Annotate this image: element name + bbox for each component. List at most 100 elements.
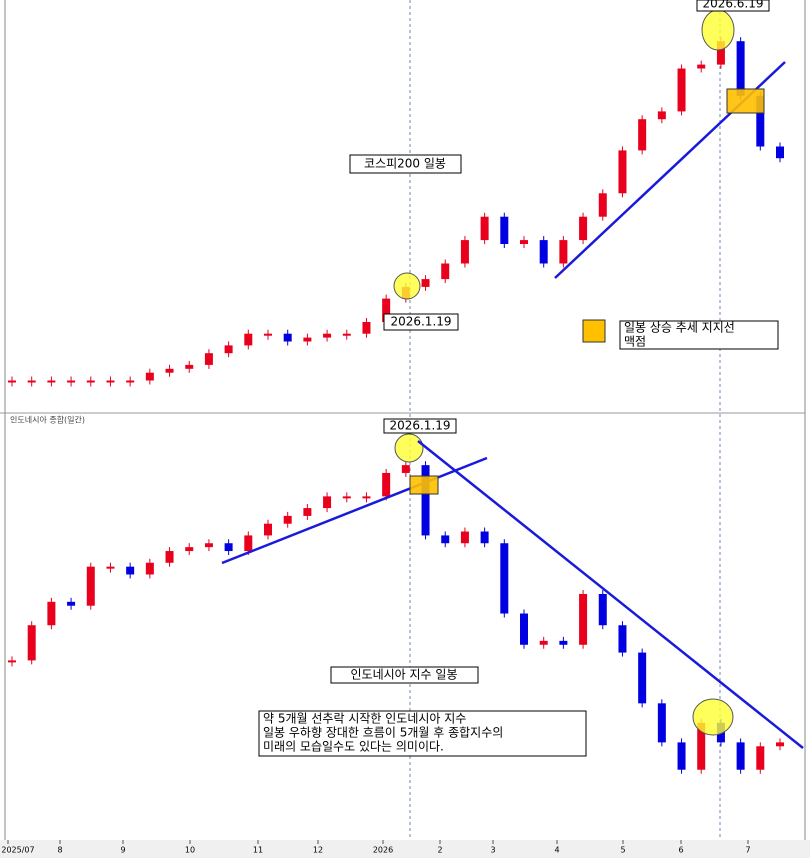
chart-title: 코스피200 일봉 (364, 157, 446, 171)
candle (520, 240, 528, 244)
note-text: 약 5개월 선추락 시작한 인도네시아 지수 (263, 711, 466, 726)
candle (460, 240, 469, 264)
candle (579, 216, 588, 241)
x-tick-label: 9 (120, 846, 125, 855)
candle (47, 601, 56, 626)
annotation: 2026.1.19 (389, 419, 450, 433)
candle (421, 279, 430, 287)
candle (27, 625, 36, 661)
candle (323, 333, 332, 338)
candle (657, 703, 666, 743)
candle (539, 240, 548, 264)
candle (559, 240, 568, 264)
candle (480, 531, 489, 544)
candle (204, 353, 213, 365)
candle (283, 515, 292, 524)
label-box (383, 418, 457, 434)
candle (520, 613, 528, 645)
candle (264, 523, 272, 536)
x-tick-label: 6 (678, 846, 683, 855)
candle (106, 566, 115, 569)
legend-swatch (582, 319, 606, 343)
candle (441, 263, 450, 280)
candle (716, 41, 725, 65)
chart-title: 인도네시아 지수 일봉 (351, 668, 458, 682)
note-text: 미래의 모습일수도 있다는 의미이다. (263, 740, 444, 754)
title-box (330, 666, 479, 684)
annotation: 2026.1.19 (390, 315, 451, 329)
candle (145, 372, 154, 381)
candle (264, 333, 272, 336)
x-tick-label: 8 (57, 846, 62, 855)
x-tick-label: 11 (253, 846, 263, 855)
candle (677, 68, 686, 112)
x-tick-label: 7 (745, 846, 750, 855)
candle (342, 333, 351, 336)
candle (460, 531, 469, 544)
x-axis-bar (0, 840, 810, 858)
candle (559, 640, 568, 645)
candle (27, 380, 36, 383)
candle (500, 216, 509, 244)
support-box (726, 88, 765, 114)
candle (106, 380, 115, 383)
note-text: 일봉 우하향 장대한 흐름이 5개월 후 종합지수의 (263, 726, 503, 740)
candle (8, 380, 16, 383)
x-tick-label: 10 (185, 846, 195, 855)
candle (47, 380, 56, 383)
candle (67, 601, 76, 606)
candle (283, 333, 292, 342)
candle (86, 380, 95, 383)
x-tick-label: 3 (490, 846, 495, 855)
candle (579, 594, 588, 645)
candle (736, 41, 745, 96)
candle (303, 508, 312, 516)
support-box (409, 475, 439, 495)
highlight (394, 433, 424, 463)
trend-line (221, 456, 488, 565)
candle (303, 337, 312, 342)
annotation: 2026.6.19 (702, 0, 763, 11)
candle (8, 660, 16, 663)
candle (401, 465, 410, 473)
x-tick-label: 12 (313, 846, 323, 855)
candle (638, 652, 647, 704)
candle (598, 594, 607, 626)
x-tick-label: 2 (437, 846, 442, 855)
candle (323, 496, 332, 509)
candle (618, 150, 627, 194)
x-tick-label: 2025/07 (1, 846, 34, 855)
candle (224, 543, 233, 552)
candle (382, 472, 391, 497)
candle (441, 535, 450, 544)
candle (539, 640, 548, 645)
candle (657, 111, 666, 120)
x-tick-label: 2026 (373, 846, 393, 855)
candle (776, 146, 784, 159)
candle (165, 368, 174, 373)
legend-box (619, 320, 779, 350)
candle (362, 496, 371, 499)
candle (500, 543, 509, 614)
legend-text: 일봉 상승 추세 지지선 (624, 321, 735, 335)
candle (618, 625, 627, 653)
label-box (383, 313, 459, 331)
highlight (393, 272, 421, 300)
candle (204, 543, 213, 548)
candle (697, 722, 706, 770)
candle (638, 119, 647, 151)
candle (756, 95, 765, 147)
candle (756, 746, 765, 770)
trend-line (417, 440, 804, 749)
candle (421, 465, 430, 536)
title-box (349, 154, 462, 174)
candle (185, 547, 194, 552)
candle (67, 380, 76, 383)
candle (185, 364, 194, 369)
candle (362, 322, 371, 334)
candle (598, 193, 607, 217)
candle (126, 380, 135, 383)
candle (776, 742, 784, 747)
candle (244, 333, 253, 346)
